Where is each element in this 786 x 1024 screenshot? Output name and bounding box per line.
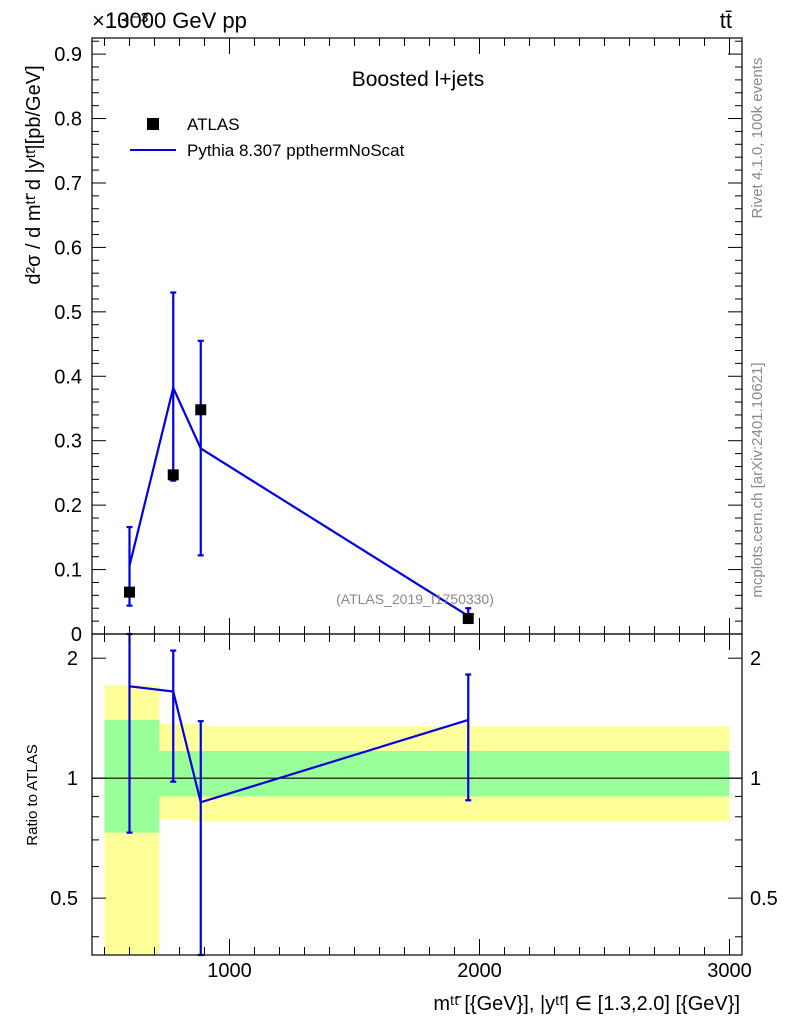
y-tick-label: 0.8	[54, 109, 82, 131]
process-label: tt̄	[720, 8, 732, 33]
exponent-label: ×10⁻³	[92, 8, 148, 33]
legend-atlas-label: ATLAS	[187, 115, 240, 134]
x-tick-label: 1000	[207, 960, 252, 982]
analysis-watermark: (ATLAS_2019_I1750330)	[336, 591, 494, 607]
atlas-data-point	[124, 586, 135, 598]
ratio-y-tick-label: 1	[67, 768, 78, 790]
y-axis-title: d²σ / d mᵗᵗ̄ d |yᵗᵗ̄|[pb/GeV]	[23, 65, 45, 284]
y-tick-label: 0.7	[54, 173, 82, 195]
ratio-y-tick-label: 0.5	[50, 888, 78, 910]
legend-pythia-label: Pythia 8.307 ppthermNoScat	[187, 141, 405, 160]
y-tick-label: 0.9	[54, 44, 82, 66]
uncertainty-band-green	[104, 719, 160, 833]
ratio-y-tick-label-right: 0.5	[750, 888, 778, 910]
y-tick-label: 0.6	[54, 237, 82, 259]
legend-atlas-marker	[147, 118, 159, 130]
y-tick-label: 0.4	[54, 366, 82, 388]
ratio-y-tick-label-right: 1	[750, 768, 761, 790]
x-axis-title: mᵗᵗ̄ [{GeV}], |yᵗᵗ̄| ∈ [1.3,2.0] [{GeV}]	[433, 993, 740, 1015]
ratio-y-tick-label-right: 2	[750, 648, 761, 670]
energy-label: 13000 GeV pp	[105, 8, 247, 33]
y-tick-label: 0.3	[54, 431, 82, 453]
x-tick-label: 2000	[457, 960, 502, 982]
chart-title: Boosted l+jets	[352, 68, 485, 91]
uncertainty-band-green	[192, 750, 202, 797]
atlas-data-point	[167, 469, 179, 481]
y-tick-label: 0.5	[54, 302, 82, 324]
uncertainty-band-green	[159, 750, 192, 797]
ratio-y-tick-label: 2	[67, 648, 78, 670]
mcplots-label: mcplots.cern.ch [arXiv:2401.10621]	[749, 362, 766, 597]
atlas-data-point	[462, 613, 474, 625]
y-tick-label: 0.1	[54, 560, 82, 582]
x-tick-label: 3000	[707, 960, 752, 982]
pythia-line	[128, 384, 469, 617]
uncertainty-band-green	[202, 750, 730, 797]
ratio-plot-frame	[91, 633, 743, 956]
y-tick-label: 0.2	[54, 495, 82, 517]
rivet-version-label: Rivet 4.1.0, 100k events	[749, 58, 766, 219]
y-tick-label-zero: 0	[71, 624, 82, 646]
ratio-axis-title: Ratio to ATLAS	[24, 744, 41, 845]
legend: ATLAS Pythia 8.307 ppthermNoScat	[130, 115, 405, 160]
ratio-pythia-line	[129, 685, 469, 804]
atlas-data-point	[195, 404, 207, 416]
